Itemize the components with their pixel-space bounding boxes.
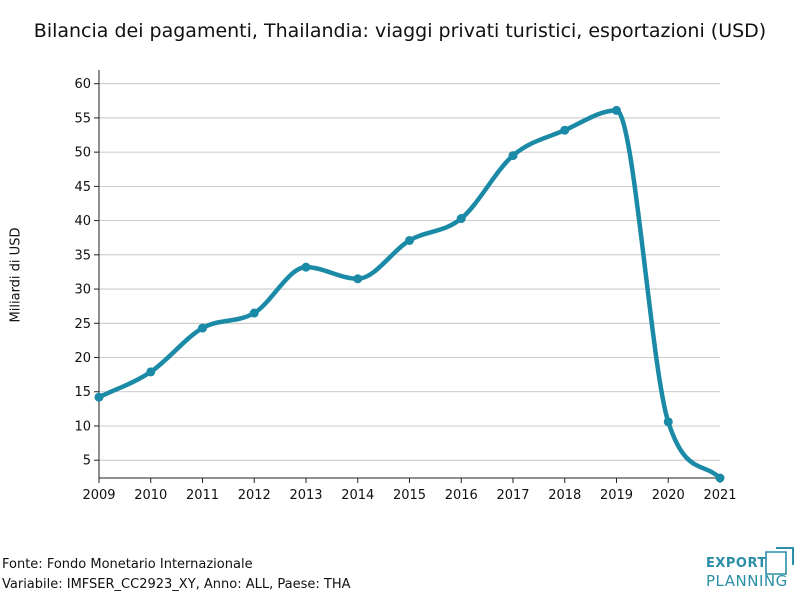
x-tick-label: 2009	[82, 488, 115, 503]
x-tick-label: 2014	[341, 488, 374, 503]
series-line	[96, 108, 723, 481]
chart-title: Bilancia dei pagamenti, Thailandia: viag…	[33, 20, 767, 42]
data-point	[508, 151, 518, 161]
grid-lines	[99, 83, 720, 461]
data-point	[612, 105, 621, 115]
x-tick-label: 2012	[238, 488, 271, 503]
data-point	[301, 262, 311, 272]
data-point	[94, 392, 104, 402]
variable-note: Variabile: IMFSER_CC2923_XY, Anno: ALL, …	[2, 577, 351, 592]
x-tick-label: 2021	[703, 488, 736, 503]
x-tick-label: 2017	[496, 488, 529, 503]
y-tick-label: 15	[74, 385, 91, 400]
x-tick-label: 2018	[548, 488, 581, 503]
x-tick-label: 2020	[652, 488, 685, 503]
data-point	[715, 473, 725, 483]
y-tick-label: 50	[74, 146, 91, 161]
data-point	[560, 125, 570, 135]
data-point	[198, 323, 207, 333]
logo-text-planning: PLANNING	[706, 572, 788, 590]
x-ticks: 2009 2010 2011 2012 2013 2014 2015 2016 2017 2018…	[82, 478, 737, 503]
y-tick-label: 40	[74, 214, 91, 229]
x-tick-label: 2011	[186, 488, 219, 503]
x-tick-label: 2016	[445, 488, 478, 503]
y-ticks: 5 10 15 20 25 30 35 40 45 50 55 60	[74, 77, 99, 469]
x-tick-label: 2013	[289, 488, 322, 503]
y-tick-label: 55	[74, 111, 91, 126]
data-point	[249, 308, 259, 318]
y-tick-label: 10	[74, 419, 91, 434]
data-point	[405, 235, 414, 245]
data-point	[353, 274, 363, 284]
source-note: Fonte: Fondo Monetario Internazionale	[2, 557, 253, 572]
data-point	[456, 214, 466, 224]
y-tick-label: 25	[74, 317, 91, 332]
y-tick-label: 60	[74, 77, 91, 92]
y-tick-label: 30	[74, 283, 91, 298]
data-points	[94, 105, 725, 483]
logo-text-export: EXPORT	[706, 556, 767, 571]
y-tick-label: 35	[74, 248, 91, 263]
logo-mark-icon	[765, 547, 794, 575]
y-tick-label: 5	[83, 454, 91, 469]
data-point	[146, 367, 156, 377]
x-tick-label: 2010	[134, 488, 167, 503]
x-tick-label: 2019	[600, 488, 633, 503]
y-tick-label: 20	[74, 351, 91, 366]
y-tick-label: 45	[74, 180, 91, 195]
data-point	[663, 417, 673, 427]
export-planning-logo[interactable]: EXPORT PLANNING	[706, 547, 798, 594]
x-tick-label: 2015	[393, 488, 426, 503]
